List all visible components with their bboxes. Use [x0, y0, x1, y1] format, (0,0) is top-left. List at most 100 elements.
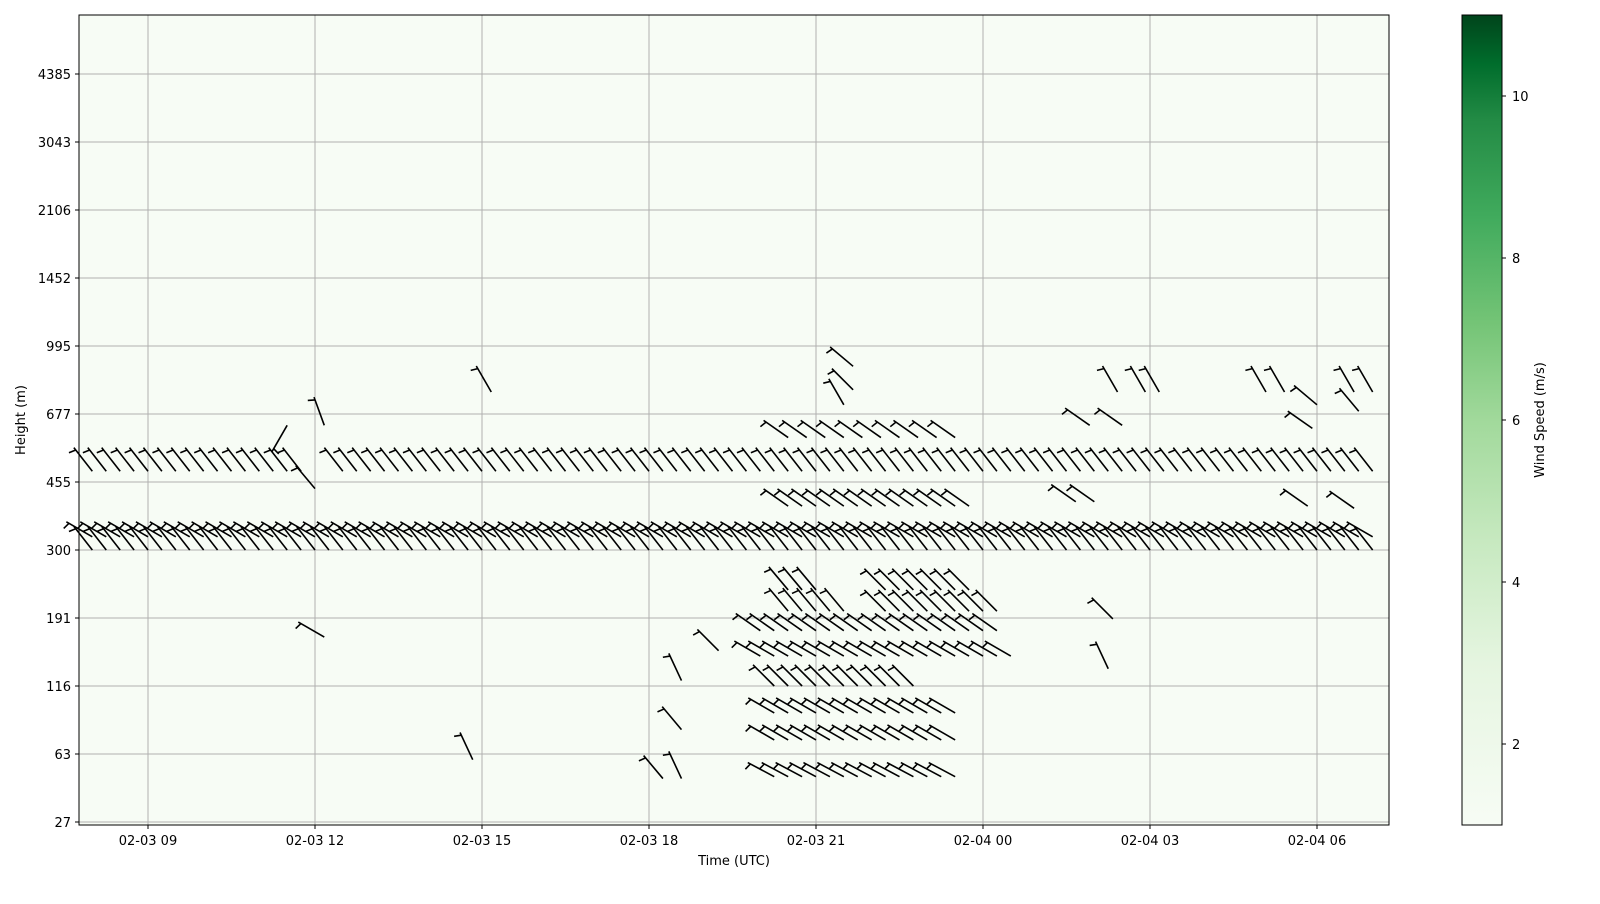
barb-staff — [887, 521, 914, 538]
wind-barb — [355, 521, 385, 538]
barb-flag — [806, 449, 814, 454]
barb-flag — [847, 449, 856, 454]
barb-flag — [940, 614, 948, 621]
wind-barb — [522, 521, 552, 538]
barb-staff — [295, 525, 316, 551]
wind-barb — [852, 419, 882, 439]
wind-barb — [638, 755, 664, 780]
barb-staff — [149, 521, 177, 538]
barb-flag — [207, 527, 216, 533]
barb-staff — [991, 447, 1012, 472]
barb-staff — [768, 566, 789, 591]
barb-staff — [323, 447, 344, 472]
barb-staff — [888, 488, 914, 507]
barb-flag — [764, 527, 772, 533]
barb-staff — [1116, 447, 1137, 472]
barb-flag — [1084, 449, 1092, 454]
barb-staff — [421, 447, 441, 472]
barb-staff — [928, 697, 956, 714]
wind-barb — [758, 521, 789, 538]
barb-flag — [814, 763, 821, 770]
barb-staff — [777, 488, 803, 507]
wind-barb — [152, 447, 177, 472]
barb-flag — [736, 449, 745, 454]
wind-barb — [831, 664, 859, 687]
barb-staff — [761, 521, 789, 538]
wind-barb — [1273, 521, 1304, 538]
wind-barb — [1162, 521, 1193, 538]
barb-flag — [1093, 409, 1101, 416]
barb-flag — [843, 614, 851, 621]
barb-staff — [963, 447, 984, 472]
barb-staff — [873, 521, 900, 538]
barb-staff — [337, 525, 358, 551]
wind-barb — [1335, 447, 1360, 472]
barb-flag — [1181, 449, 1190, 454]
barb-staff — [893, 419, 919, 439]
barb-staff — [789, 724, 817, 741]
barb-flag — [758, 642, 766, 649]
barb-staff — [902, 612, 928, 632]
wind-barb — [731, 640, 761, 657]
barb-staff — [818, 419, 845, 439]
barb-flag — [1051, 522, 1058, 529]
barb-flag — [1265, 527, 1273, 533]
barb-flag — [800, 642, 808, 649]
barb-flag — [1343, 522, 1350, 529]
barb-flag — [899, 614, 906, 621]
barb-staff — [749, 612, 775, 632]
barb-staff — [455, 521, 483, 538]
barb-flag — [1124, 367, 1133, 372]
wind-barb — [90, 521, 121, 538]
barb-staff — [860, 612, 887, 632]
barb-flag — [96, 449, 104, 454]
barb-staff — [900, 640, 928, 657]
barb-flag — [263, 449, 271, 454]
barb-staff — [1228, 447, 1249, 472]
barb-staff — [942, 521, 970, 538]
barb-staff — [1248, 521, 1276, 538]
barb-flag — [1223, 449, 1232, 454]
barb-staff — [894, 525, 915, 551]
barb-staff — [657, 525, 678, 551]
wind-barb — [295, 621, 325, 638]
wind-barb — [870, 521, 900, 538]
wind-barb — [1138, 365, 1160, 393]
barb-staff — [636, 521, 664, 538]
colorbar-tick-label: 10 — [1512, 90, 1529, 105]
wind-barb — [110, 447, 135, 472]
heatmap-background — [79, 15, 1389, 825]
barb-staff — [832, 488, 859, 507]
barb-flag — [884, 642, 891, 649]
barb-staff — [768, 587, 789, 612]
barb-flag — [662, 655, 671, 659]
barb-flag — [249, 449, 257, 454]
wind-barb — [453, 732, 474, 761]
wind-barb — [843, 612, 873, 632]
wind-barb — [500, 447, 525, 472]
barb-flag — [1334, 389, 1342, 395]
barb-flag — [508, 522, 515, 529]
barb-flag — [842, 522, 849, 529]
wind-barb — [1259, 521, 1290, 538]
wind-barb — [861, 447, 887, 472]
wind-barb — [873, 568, 901, 591]
wind-barb — [152, 525, 177, 551]
barb-flag — [856, 698, 863, 706]
barb-staff — [914, 640, 942, 657]
barb-flag — [815, 421, 823, 428]
wind-barb — [179, 447, 205, 472]
barb-flag — [1351, 367, 1360, 372]
wind-barb — [416, 447, 441, 472]
x-tick-label: 02-03 09 — [119, 834, 177, 849]
wind-barb — [800, 724, 831, 741]
barb-flag — [486, 449, 494, 454]
barb-staff — [692, 521, 719, 538]
wind-barb — [235, 447, 260, 472]
y-tick-label: 27 — [54, 816, 71, 831]
barb-staff — [829, 346, 854, 367]
wind-barb — [871, 612, 900, 632]
wind-barb — [1042, 525, 1068, 551]
wind-barb — [750, 447, 775, 472]
barb-flag — [486, 527, 494, 533]
